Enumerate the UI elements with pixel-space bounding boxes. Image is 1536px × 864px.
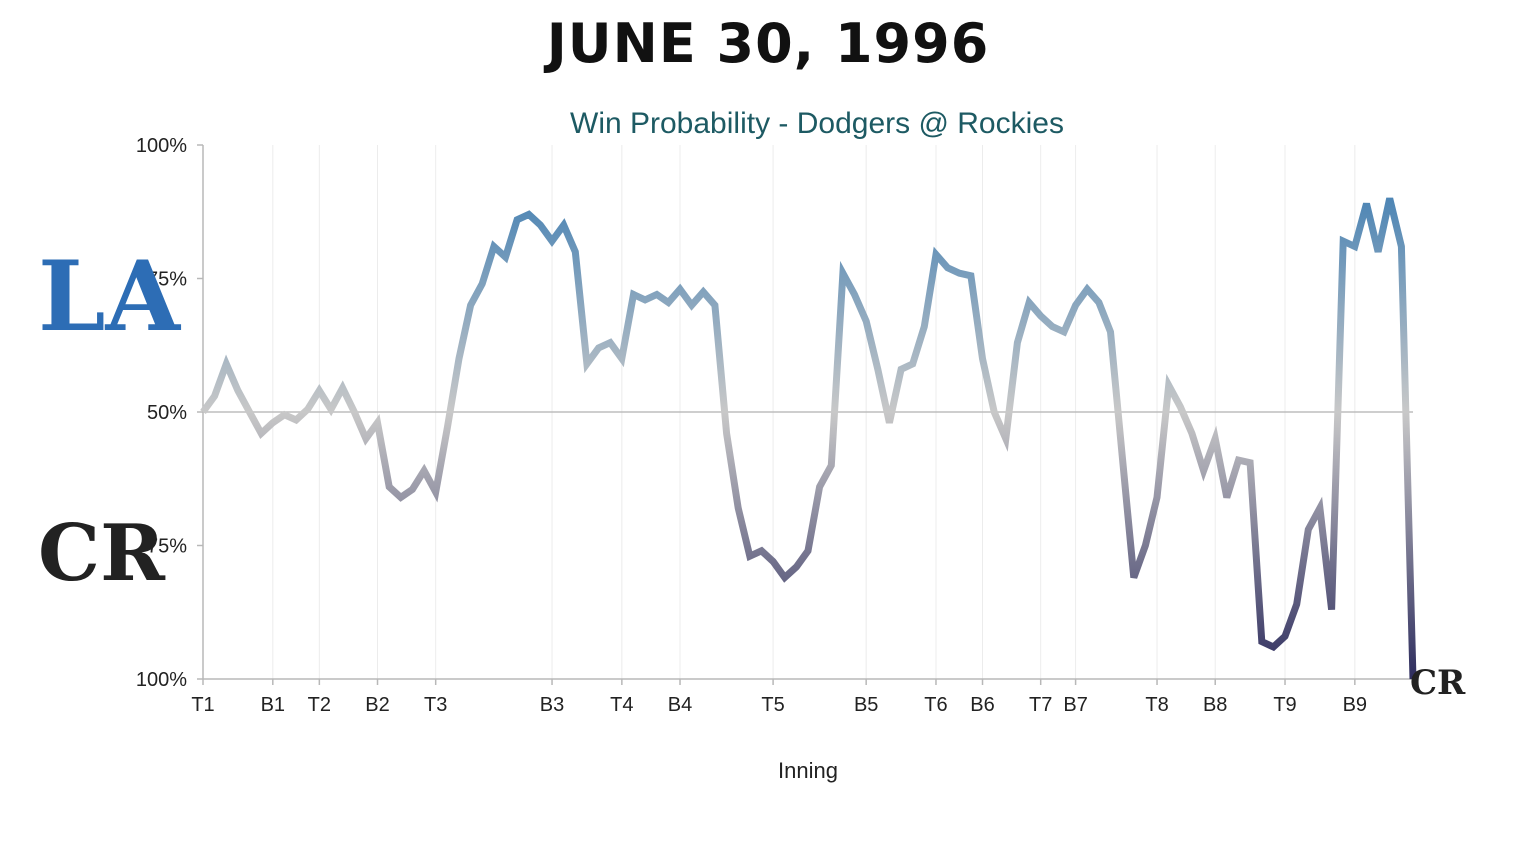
x-tick-label: B8 — [1203, 694, 1227, 716]
page-title: JUNE 30, 1996 — [546, 12, 990, 75]
x-tick-label: T8 — [1145, 694, 1168, 716]
win-probability-line — [200, 197, 1417, 680]
x-tick-label: B9 — [1343, 694, 1367, 716]
gridlines — [202, 145, 1413, 679]
x-tick-label: T9 — [1273, 694, 1296, 716]
x-tick-label: T5 — [761, 694, 784, 716]
y-tick-label: 100% — [136, 669, 187, 691]
dodgers-la-logo-text: LA — [38, 240, 182, 353]
x-tick-label: T2 — [308, 694, 331, 716]
x-tick-label: B1 — [261, 694, 285, 716]
chart-title: Win Probability - Dodgers @ Rockies — [570, 107, 1064, 140]
x-tick-label: T4 — [610, 694, 633, 716]
x-tick-label: T6 — [924, 694, 947, 716]
y-tick-label: 75% — [147, 536, 187, 558]
rockies-cr-logo-text: CR — [38, 508, 166, 599]
x-tick-label: T3 — [424, 694, 447, 716]
x-tick-label: T1 — [191, 694, 214, 716]
x-tick-label: B2 — [365, 694, 389, 716]
y-tick-label: 100% — [136, 135, 187, 157]
x-tick-label: T7 — [1029, 694, 1052, 716]
rockies-cr-end-logo: CR — [1410, 663, 1466, 703]
dodgers-la-logo: LA — [38, 240, 182, 353]
x-tick-label: B7 — [1063, 694, 1087, 716]
x-tick-label: B4 — [668, 694, 692, 716]
x-tick-label: B5 — [854, 694, 878, 716]
rockies-cr-end-logo-text: CR — [1410, 663, 1466, 703]
axes: 100%75%50%75%100%T1 B1 T2 B2 T3 B3 T4 B4 T5 B5 T6 B… — [136, 135, 1413, 716]
team-logos: LA CR CR — [38, 240, 1466, 703]
x-tick-label: B3 — [540, 694, 564, 716]
x-tick-label: B6 — [970, 694, 994, 716]
rockies-cr-logo: CR — [38, 508, 166, 599]
y-tick-label: 75% — [147, 269, 187, 291]
x-axis-label: Inning — [778, 758, 838, 783]
series-layer — [200, 197, 1417, 680]
y-tick-label: 50% — [147, 402, 187, 424]
